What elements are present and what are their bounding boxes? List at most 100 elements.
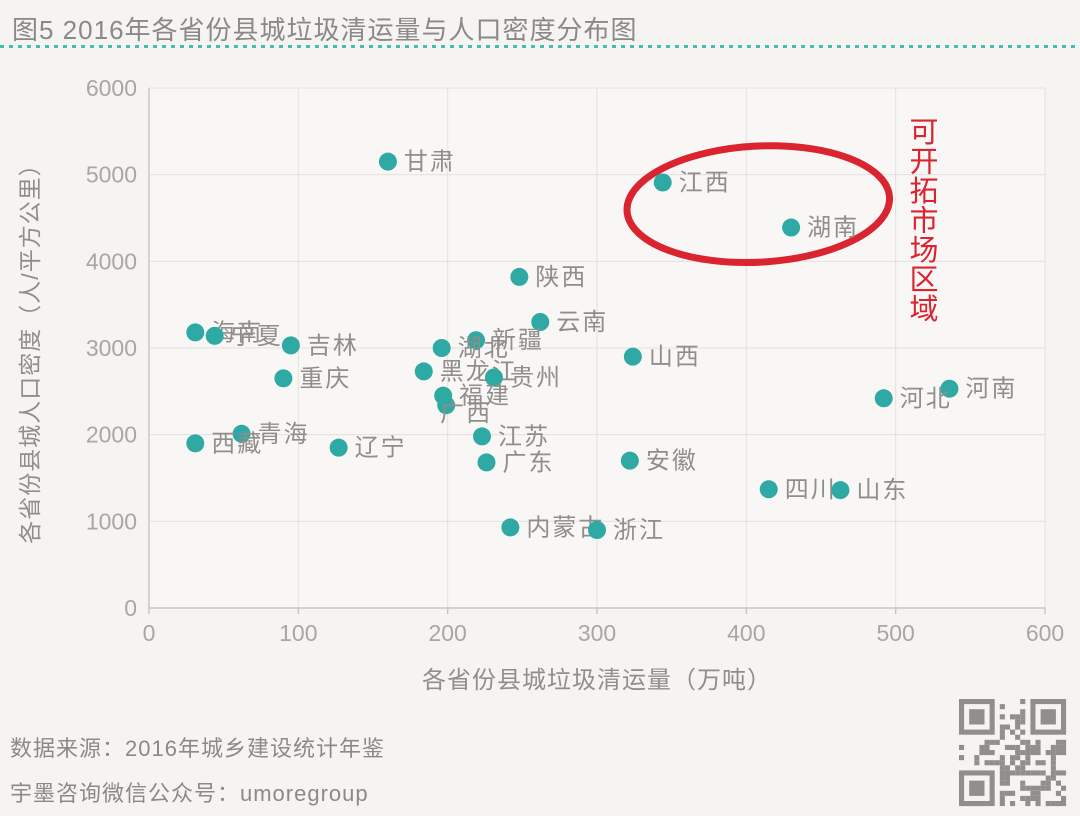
qr-module — [1030, 770, 1036, 776]
qr-module — [999, 801, 1005, 807]
chart-title: 图5 2016年各省份县城垃圾清运量与人口密度分布图 — [12, 15, 638, 45]
point-label: 湖北 — [458, 335, 510, 362]
point-label: 江西 — [679, 169, 731, 196]
qr-module — [1010, 755, 1016, 761]
point-label: 陕西 — [535, 264, 587, 291]
qr-module — [1050, 765, 1056, 771]
qr-finder-core — [969, 709, 985, 725]
data-point — [831, 481, 850, 500]
qr-module — [1030, 744, 1036, 750]
qr-module — [1010, 729, 1016, 735]
data-point — [620, 451, 639, 470]
annotation-char: 拓 — [910, 175, 939, 208]
qr-module — [1061, 750, 1067, 756]
qr-module — [1040, 770, 1046, 776]
qr-module — [1055, 739, 1061, 745]
qr-module — [1030, 795, 1036, 801]
point-label: 青海 — [258, 421, 310, 448]
data-point — [653, 173, 672, 192]
data-point — [186, 434, 205, 453]
data-point — [274, 369, 293, 388]
qr-module — [1025, 755, 1031, 761]
qr-module — [1030, 750, 1036, 756]
qr-module — [984, 760, 990, 766]
qr-module — [984, 739, 990, 745]
qr-module — [999, 795, 1005, 801]
point-label: 安徽 — [646, 448, 698, 475]
point-label: 浙江 — [613, 517, 665, 544]
qr-module — [1035, 801, 1041, 807]
qr-module — [1004, 724, 1010, 730]
data-point — [759, 480, 778, 499]
qr-module — [1025, 739, 1031, 745]
qr-module — [1055, 780, 1061, 786]
qr-module — [1055, 744, 1061, 750]
qr-module — [1025, 770, 1031, 776]
data-point — [477, 453, 496, 472]
qr-module — [1020, 729, 1026, 735]
qr-module — [1015, 765, 1021, 771]
point-label: 甘肃 — [404, 149, 456, 176]
qr-module — [1040, 760, 1046, 766]
qr-module — [1015, 714, 1021, 720]
qr-module — [1040, 785, 1046, 791]
qr-module — [1055, 770, 1061, 776]
point-label: 吉林 — [307, 332, 359, 359]
y-tick-label: 6000 — [86, 75, 137, 101]
data-point — [281, 336, 300, 355]
data-point — [588, 521, 606, 539]
point-label: 新疆 — [492, 327, 544, 354]
point-label: 重庆 — [299, 365, 351, 392]
annotation-char: 区 — [910, 265, 939, 297]
qr-module — [1050, 775, 1056, 781]
qr-module — [1040, 780, 1046, 786]
point-label: 河南 — [965, 376, 1017, 403]
data-points: 甘肃江西湖南陕西云南海南宁夏 新疆吉林 湖北 山西黑龙江贵州重庆 河南福建 河北广西青海江… — [186, 149, 1017, 544]
qr-module — [1020, 765, 1026, 771]
qr-module — [1035, 795, 1041, 801]
qr-module — [1004, 765, 1010, 771]
qr-module — [999, 760, 1005, 766]
qr-module — [1015, 755, 1021, 761]
qr-module — [1045, 785, 1051, 791]
qr-module — [1020, 739, 1026, 745]
qr-module — [999, 790, 1005, 796]
qr-module — [974, 760, 980, 766]
qr-module — [1025, 801, 1031, 807]
qr-module — [1061, 801, 1067, 807]
point-label: 西藏 — [211, 430, 263, 457]
data-point — [414, 362, 433, 381]
qr-module — [1035, 750, 1041, 756]
point-label: 福建 — [459, 383, 511, 410]
y-tick-label: 4000 — [86, 248, 137, 274]
x-tick-label: 400 — [727, 620, 765, 646]
qr-module — [1050, 755, 1056, 761]
qr-module — [1020, 709, 1026, 715]
highlight-ellipse-annotation — [623, 142, 894, 267]
qr-module — [1015, 724, 1021, 730]
qr-module — [1061, 739, 1067, 745]
point-label: 四川 — [785, 476, 837, 503]
x-tick-label: 200 — [428, 620, 466, 646]
qr-module — [1061, 795, 1067, 801]
qr-module — [1010, 801, 1016, 807]
qr-module — [999, 724, 1005, 730]
qr-module — [1015, 744, 1021, 750]
qr-module — [1035, 760, 1041, 766]
x-tick-label: 0 — [143, 620, 156, 646]
qr-module — [1030, 785, 1036, 791]
data-point — [510, 267, 529, 286]
qr-module — [1010, 760, 1016, 766]
qr-module — [1020, 719, 1026, 725]
qr-module — [999, 770, 1005, 776]
data-point — [623, 347, 642, 366]
x-axis-title: 各省份县城垃圾清运量（万吨） — [422, 667, 772, 694]
point-label: 云南 — [556, 309, 608, 336]
qr-module — [999, 714, 1005, 720]
point-label: 河北 — [900, 385, 952, 412]
qr-module — [1010, 714, 1016, 720]
data-source-note: 数据来源：2016年城乡建设统计年鉴 — [10, 736, 385, 761]
qr-module — [989, 739, 995, 745]
